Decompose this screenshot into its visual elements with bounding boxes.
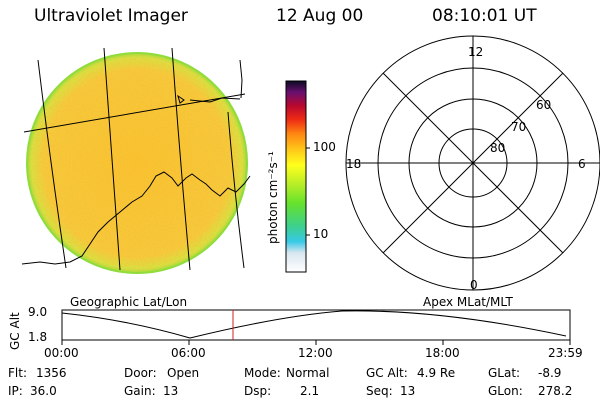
date-label: 12 Aug 00 [276,6,364,26]
mlt-label-12: 12 [468,45,484,59]
mlt-label-18: 18 [346,157,362,171]
coastline-path [239,59,243,99]
info-seq-value: 13 [400,384,416,398]
info-mode-label: Mode: [244,366,281,380]
mlt-line-diagonal [382,72,564,254]
island-path [177,94,185,104]
time-tick-1200: 12:00 [298,346,333,360]
meridian-line [37,59,67,269]
coastline-path [21,171,251,265]
colorbar-tick-100: 100 [313,140,336,154]
left-panel-caption: Geographic Lat/Lon [70,295,188,309]
time-label: 08:10:01 UT [432,6,537,26]
info-glat-value: -8.9 [538,366,562,380]
mlt-label-6: 6 [578,157,586,171]
colorbar-tick-10: 10 [313,227,329,241]
time-tick-0000: 00:00 [44,346,79,360]
altitude-axis-label: GC Alt [8,312,22,350]
altitude-strip-chart [61,309,571,345]
info-dsp-value: 2.1 [300,384,320,398]
info-glon-value: 278.2 [538,384,573,398]
earth-disk-image [26,52,248,274]
mlat-label-70: 70 [511,120,527,134]
mlat-label-60: 60 [536,98,552,112]
disk-limb [26,52,248,274]
time-tick-0600: 06:00 [171,346,206,360]
info-gain-value: 13 [163,384,179,398]
altitude-curve [61,310,567,339]
info-gain-label: Gain: [124,384,156,398]
info-glat-label: GLat: [488,366,521,380]
coastline [21,59,251,265]
info-seq-label: Seq: [366,384,393,398]
colorbar [285,80,307,273]
info-dsp-label: Dsp: [244,384,272,398]
info-gcalt-value: 4.9 Re [417,366,456,380]
info-door-value: Open [167,366,200,380]
emission-texture [27,53,247,273]
info-door-label: Door: [124,366,157,380]
info-glon-label: GLon: [488,384,523,398]
info-flight-value: 1356 [36,366,67,380]
colorbar-unit-label: photon cm⁻²s⁻¹ [266,151,280,244]
altitude-tick-max: 9.0 [28,305,48,319]
polar-grid [345,35,600,291]
mlt-label-0: 0 [470,278,478,292]
info-ip-value: 36.0 [30,384,57,398]
altitude-tick-min: 1.8 [28,330,48,344]
info-mode-value: Normal [286,366,330,380]
meridian-line [171,47,191,271]
info-ip-label: IP: [8,384,23,398]
meridian-line [103,47,121,271]
coastline-path [189,97,241,103]
instrument-title: Ultraviolet Imager [34,6,188,26]
meridian-line [227,111,245,269]
right-panel-caption: Apex MLat/MLT [423,295,513,309]
time-tick-1800: 18:00 [425,346,460,360]
info-flight-label: Flt: [8,366,27,380]
mlat-label-80: 80 [490,141,506,155]
info-gcalt-label: GC Alt: [366,366,408,380]
time-tick-2359: 23:59 [548,346,583,360]
